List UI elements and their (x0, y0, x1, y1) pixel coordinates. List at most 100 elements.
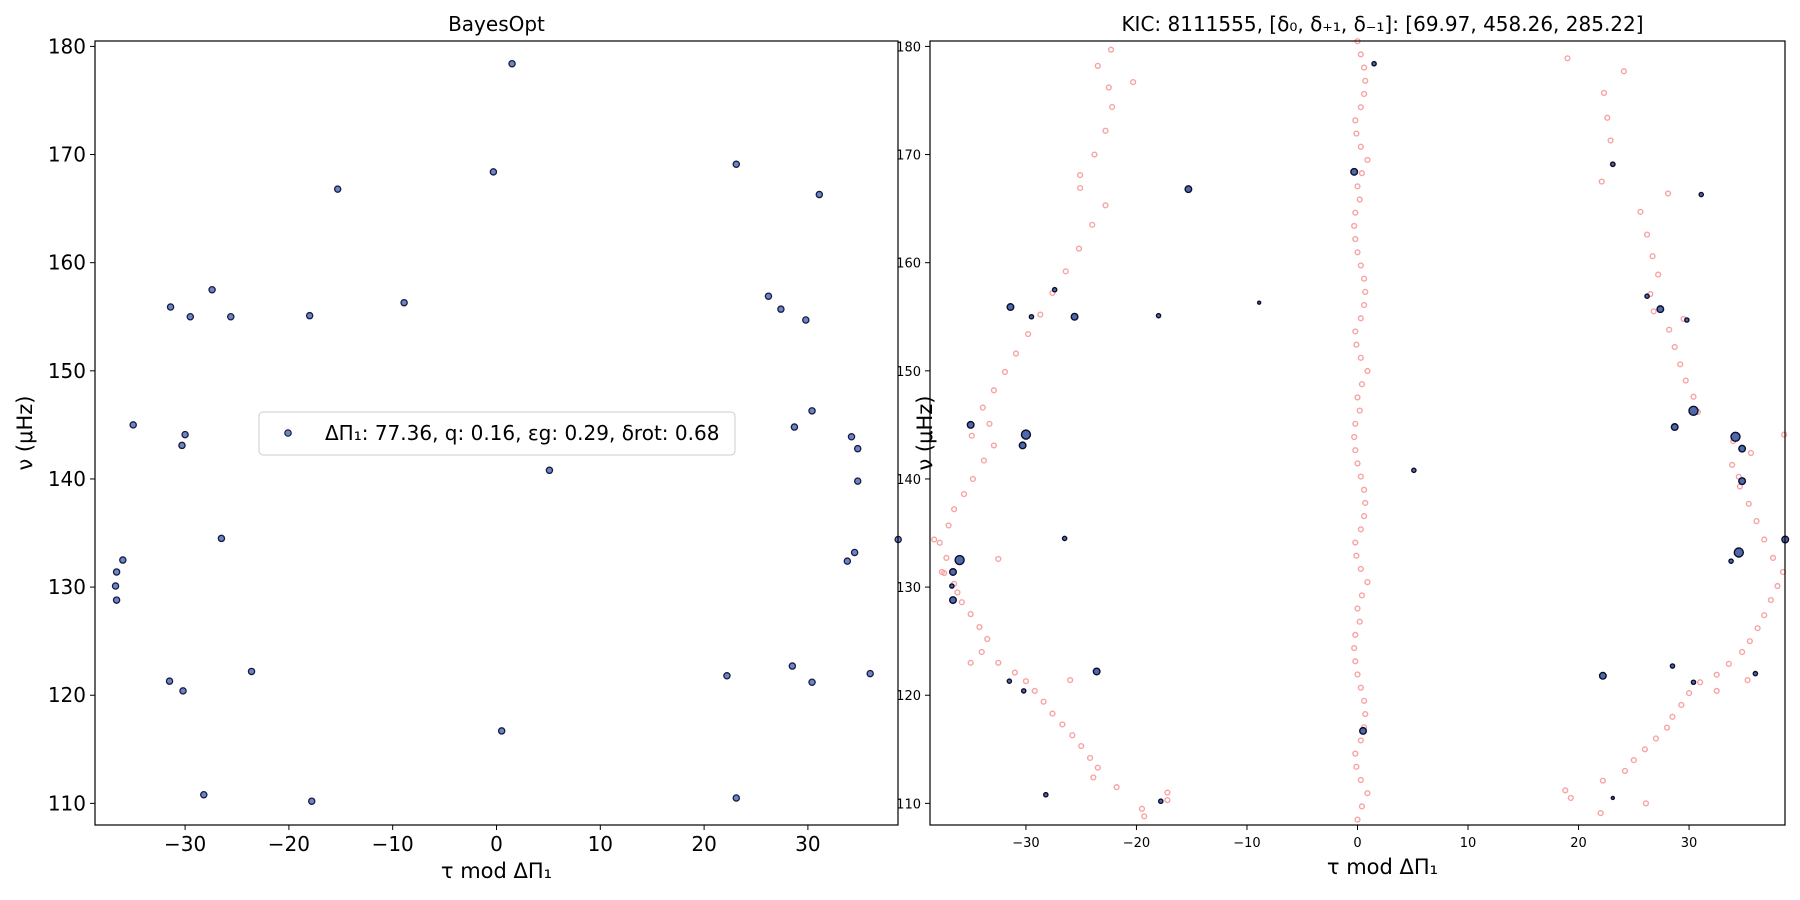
data-point (764, 292, 773, 300)
model-point (1357, 104, 1364, 111)
data-point (247, 667, 256, 676)
left-y-axis-label: ν (μHz) (13, 396, 37, 471)
model-point (1650, 308, 1657, 315)
model-point (1357, 143, 1364, 150)
data-point (186, 313, 195, 321)
observed-point (1670, 423, 1679, 432)
y-tick-label: 120 (896, 689, 921, 704)
x-tick-label: 30 (795, 832, 820, 856)
right-y-axis-label: ν (μHz) (913, 396, 937, 471)
right-plot-frame (929, 40, 1786, 826)
model-point (1357, 262, 1364, 269)
model-point (1358, 592, 1366, 599)
model-point (1362, 77, 1369, 84)
model-point (990, 387, 997, 394)
model-point (1130, 78, 1137, 86)
y-tick-label: 130 (48, 575, 86, 599)
model-point (945, 522, 952, 529)
model-point (1649, 253, 1656, 260)
observed-point (949, 583, 955, 589)
model-point (1361, 486, 1368, 493)
model-point (1739, 648, 1746, 656)
model-point (1767, 596, 1774, 604)
model-point (1769, 554, 1777, 561)
model-point (1164, 797, 1171, 804)
x-tick-label: 0 (1353, 836, 1361, 851)
data-point (227, 313, 235, 321)
observed-point (1061, 535, 1068, 542)
x-tick-label: −10 (372, 832, 414, 856)
model-point (1351, 222, 1358, 230)
model-point (1678, 701, 1685, 709)
observed-point (1256, 300, 1262, 305)
model-point (1637, 208, 1644, 215)
model-point (960, 490, 968, 498)
data-point (129, 421, 137, 429)
model-point (1352, 117, 1359, 124)
model-point (967, 611, 974, 618)
observed-point (1733, 547, 1745, 558)
model-point (950, 506, 958, 513)
model-point (969, 475, 976, 483)
model-point (1353, 552, 1360, 559)
model-point (1671, 343, 1678, 351)
model-point (1604, 114, 1611, 121)
model-point (1630, 757, 1637, 764)
right-x-axis-label: τ mod ΔΠ₁ (1327, 855, 1438, 879)
model-point (1076, 171, 1084, 179)
model-point (1362, 499, 1369, 507)
data-point (119, 556, 127, 564)
model-point (1761, 612, 1768, 619)
model-point (1086, 754, 1094, 762)
observed-point (1157, 798, 1164, 805)
y-tick-label: 160 (896, 257, 921, 272)
model-point (986, 420, 993, 427)
observed-point (1752, 670, 1759, 677)
observed-point (1738, 477, 1747, 486)
model-point (1353, 341, 1360, 348)
data-point (508, 59, 516, 68)
data-point (400, 298, 408, 307)
data-point (307, 797, 316, 805)
y-tick-label: 180 (896, 40, 921, 55)
model-point (1067, 676, 1074, 684)
model-point (1354, 816, 1361, 823)
data-point (165, 677, 174, 685)
data-point (112, 596, 121, 604)
observed-point (1184, 185, 1193, 194)
model-point (1562, 787, 1569, 794)
model-point (1113, 784, 1120, 791)
y-tick-label: 130 (896, 581, 921, 596)
data-point (777, 305, 785, 313)
data-point (802, 316, 810, 324)
model-point (1352, 328, 1359, 335)
left-x-axis-label: τ mod ΔΠ₁ (441, 859, 552, 883)
model-point (1364, 579, 1371, 586)
data-point (815, 190, 824, 199)
data-point (181, 430, 189, 439)
observed-point (1688, 405, 1699, 417)
model-point (1089, 221, 1096, 228)
model-point (1690, 393, 1697, 400)
observed-point (1669, 663, 1676, 669)
data-point (853, 444, 862, 453)
model-point (1094, 764, 1101, 771)
model-point (1361, 64, 1368, 71)
x-tick-label: −30 (1012, 836, 1039, 851)
x-tick-label: −10 (1233, 836, 1260, 851)
model-point (1022, 678, 1030, 685)
x-tick-label: 20 (691, 832, 716, 856)
data-point (545, 466, 554, 475)
model-point (1102, 202, 1109, 209)
data-point (112, 568, 121, 576)
observed-point (1070, 312, 1079, 321)
data-point (178, 441, 186, 450)
observed-point (1698, 191, 1705, 198)
model-point (1600, 89, 1608, 97)
right-y-ticks: 110 120 130 140 150 160 170 180 (896, 40, 930, 812)
model-point (1090, 774, 1097, 781)
model-point (1354, 460, 1361, 467)
model-point (1078, 742, 1085, 750)
right-x-ticks: −30 −20 −10 0 10 20 30 (1012, 825, 1697, 851)
